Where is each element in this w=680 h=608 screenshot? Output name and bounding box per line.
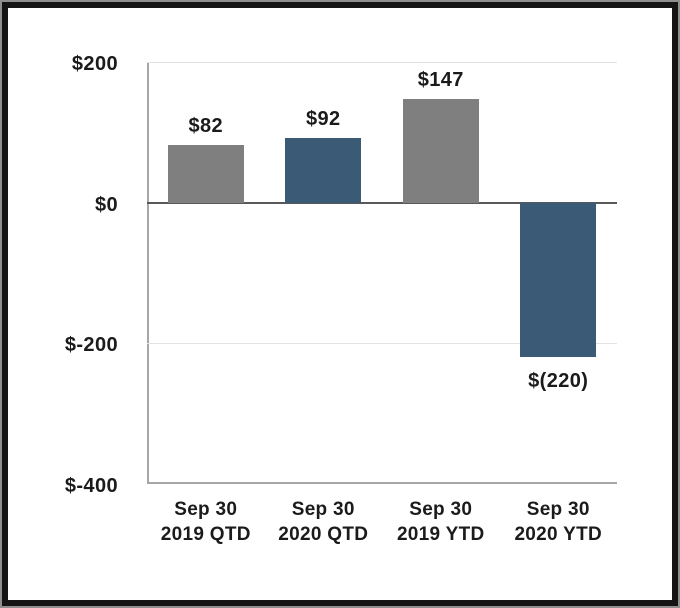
bar-3 (402, 99, 479, 203)
y-tick-label--400: $-400 (64, 475, 118, 497)
y-tick-label--200: $-200 (64, 334, 118, 357)
bar-value-label-4: $(220) (528, 370, 589, 393)
y-tick-label-200: $200 (71, 53, 118, 75)
y-axis-line (147, 62, 149, 484)
zero-line (147, 201, 617, 204)
x-category-label-3: Sep 30 2019 YTD (396, 499, 485, 545)
bar-value-label-3: $147 (417, 69, 464, 92)
bar-1 (167, 144, 244, 203)
bar-value-label-2: $92 (305, 107, 341, 130)
bar-4 (520, 202, 597, 358)
x-category-label-4: Sep 30 2020 YTD (514, 499, 603, 545)
gridline--200 (147, 343, 617, 345)
bar-2 (285, 137, 362, 203)
x-axis-line (147, 482, 617, 484)
gridline-200 (147, 62, 617, 63)
plot-area: $82 $92 $147 $(220) (147, 62, 617, 484)
bar-value-label-1: $82 (188, 115, 224, 137)
y-tick-label-0: $0 (94, 193, 118, 216)
x-category-label-2: Sep 30 2020 QTD (278, 499, 369, 545)
x-category-label-1: Sep 30 2019 QTD (160, 499, 251, 545)
